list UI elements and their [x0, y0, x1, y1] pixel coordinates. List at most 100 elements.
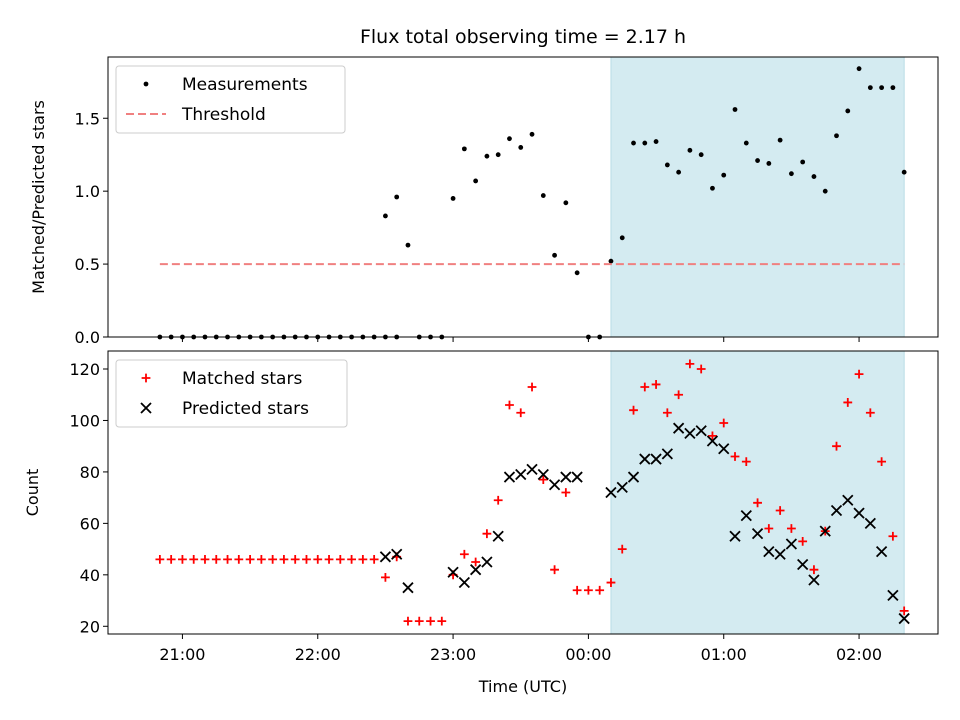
measurement-point — [664, 162, 670, 168]
series-measurements — [157, 66, 907, 340]
measurement-point — [653, 139, 659, 144]
predicted-point — [379, 551, 392, 563]
legend-label: Predicted stars — [182, 399, 309, 419]
matched-point — [708, 431, 717, 441]
top-panel: 0.0 0.5 1.0 1.5 Matched/Predicted stars Flux … — [29, 26, 939, 347]
measurement-point — [788, 171, 794, 177]
y-tick-label: 80 — [80, 463, 100, 482]
predicted-point — [864, 517, 876, 530]
matched-point — [211, 554, 221, 564]
predicted-point — [808, 574, 820, 586]
measurement-point — [743, 140, 749, 146]
matched-point — [854, 369, 864, 379]
axes-frame — [107, 56, 939, 338]
legend: Measurements Threshold — [115, 65, 346, 134]
measurement-point — [879, 85, 885, 91]
y-axis-label: Matched/Predicted stars — [29, 100, 48, 294]
predicted-point — [515, 468, 527, 481]
axes-frame — [107, 350, 939, 635]
matched-point — [662, 408, 672, 418]
matched-point — [505, 400, 514, 410]
y-tick-label: 20 — [80, 617, 100, 636]
matched-point — [753, 498, 762, 508]
predicted-point — [853, 507, 865, 519]
y-tick-label: 0.0 — [75, 328, 100, 347]
series-predicted-stars — [379, 422, 910, 625]
matched-point — [786, 524, 796, 533]
measurement-point — [484, 153, 490, 159]
matched-point — [527, 382, 537, 392]
measurement-point — [687, 147, 693, 153]
measurement-point — [676, 169, 682, 175]
measurement-point — [405, 242, 411, 248]
bottom-panel: 20 40 60 80 100 120 21:00 22:00 23:00 00:00 01:00 0… — [23, 350, 939, 696]
matched-point — [256, 554, 266, 564]
matched-point — [459, 549, 469, 559]
measurement-point — [518, 145, 524, 150]
matched-point — [381, 573, 390, 582]
matched-point — [775, 506, 785, 515]
matched-point — [899, 606, 909, 616]
matched-point — [313, 554, 323, 564]
matched-point — [223, 554, 232, 564]
matched-point — [189, 554, 199, 564]
predicted-point — [661, 448, 673, 460]
predicted-point — [695, 425, 707, 437]
legend-label: Matched stars — [182, 369, 302, 389]
matched-point — [865, 408, 875, 418]
y-tick-label: 1.5 — [75, 109, 100, 128]
predicted-point — [537, 468, 549, 481]
legend-swatch — [141, 373, 151, 383]
legend: Matched stars Predicted stars — [115, 359, 348, 428]
matched-point — [764, 524, 774, 533]
predicted-point — [887, 589, 899, 602]
matched-point — [798, 536, 808, 546]
matched-point — [335, 554, 345, 564]
matched-point — [347, 554, 356, 564]
matched-point — [730, 452, 740, 461]
y-tick-label: 100 — [69, 411, 100, 430]
matched-point — [178, 554, 187, 564]
matched-point — [877, 457, 887, 467]
predicted-point — [605, 486, 617, 499]
measurement-point — [450, 196, 456, 201]
matched-point — [324, 554, 334, 564]
measurement-point — [834, 133, 839, 139]
x-tick-label: 00:00 — [565, 645, 611, 664]
series-matched-stars — [155, 359, 909, 626]
matched-point — [437, 616, 447, 626]
predicted-point — [785, 538, 798, 550]
matched-point — [629, 405, 638, 415]
predicted-point — [447, 566, 459, 578]
predicted-point — [526, 463, 538, 475]
measurement-point — [755, 158, 760, 163]
legend-box — [115, 359, 348, 428]
predicted-point — [898, 612, 910, 625]
predicted-point — [718, 443, 730, 455]
predicted-point — [639, 453, 651, 465]
matched-point — [674, 390, 684, 400]
predicted-point — [774, 548, 786, 560]
matched-point — [572, 585, 582, 595]
measurement-point — [721, 172, 727, 178]
predicted-point — [458, 576, 470, 589]
predicted-point — [684, 427, 696, 439]
matched-point — [302, 554, 311, 564]
y-tick-label: 60 — [80, 514, 100, 533]
x-tick-label: 22:00 — [295, 645, 341, 664]
predicted-point — [481, 556, 493, 568]
measurement-point — [631, 140, 636, 146]
y-tick-label: 120 — [69, 360, 100, 379]
matched-point — [369, 554, 379, 564]
matched-point — [200, 554, 210, 564]
matched-point — [550, 565, 559, 575]
matched-point — [651, 380, 661, 389]
predicted-point — [469, 564, 482, 576]
measurement-point — [473, 178, 479, 184]
matched-point — [696, 364, 706, 374]
predicted-point — [548, 479, 561, 491]
measurement-point — [529, 131, 535, 137]
measurement-point — [811, 174, 817, 179]
matched-point — [234, 554, 244, 564]
matched-point — [809, 565, 819, 575]
